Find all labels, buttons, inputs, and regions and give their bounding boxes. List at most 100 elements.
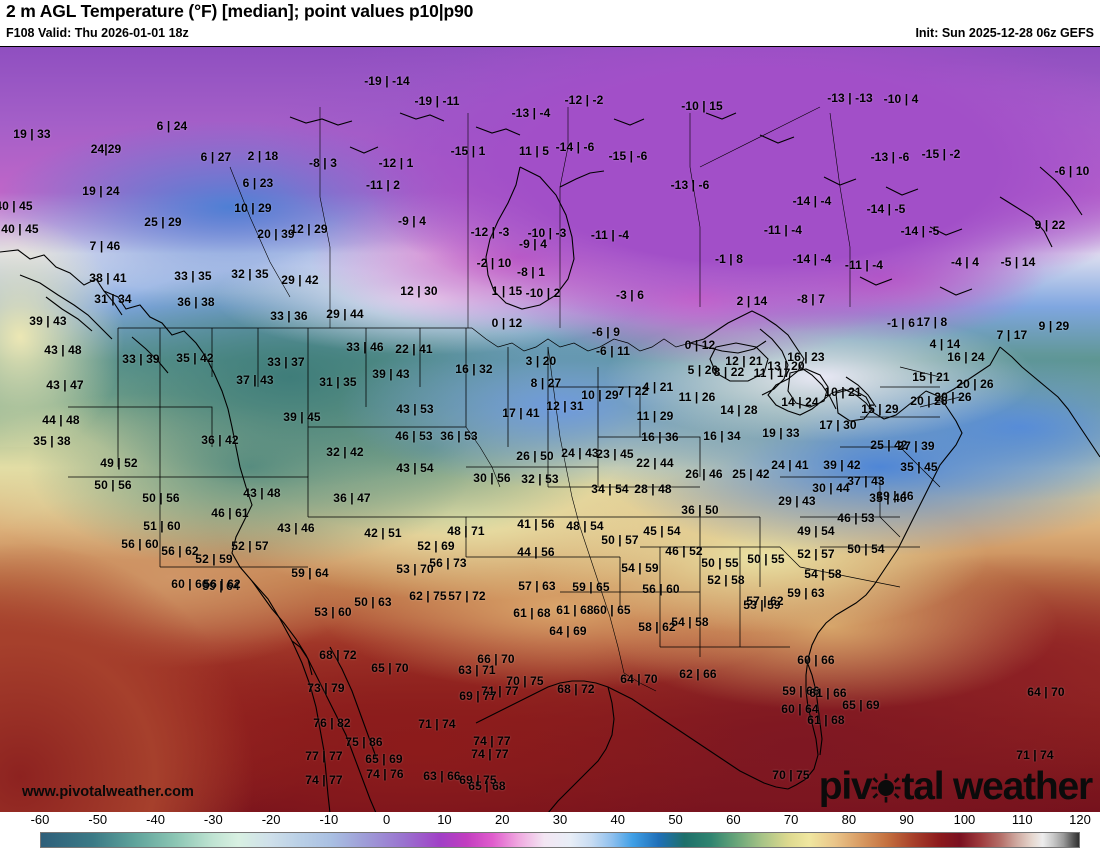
point-value: -1 | 8 — [715, 252, 743, 266]
point-value: 22 | 41 — [395, 342, 433, 356]
point-value: -8 | 3 — [309, 156, 337, 170]
point-value: 20 | 26 — [934, 390, 972, 404]
colorbar-tick: 0 — [383, 812, 391, 827]
point-value: 50 | 63 — [354, 595, 392, 609]
point-value: 59 | 66 — [782, 684, 820, 698]
point-value: -19 | -11 — [414, 94, 460, 108]
point-value: 4 | 21 — [642, 380, 674, 394]
point-value: 14 | 24 — [781, 395, 819, 409]
point-value: -15 | -2 — [921, 147, 961, 161]
point-value: -6 | 9 — [592, 325, 620, 339]
point-value: 39 | 45 — [283, 410, 321, 424]
point-value: 15 | 29 — [861, 402, 899, 416]
point-value: 6 | 27 — [200, 150, 232, 164]
point-value: 74 | 76 — [366, 767, 404, 781]
point-value: -11 | -4 — [844, 258, 884, 272]
point-value: 16 | 23 — [787, 350, 825, 364]
point-value: 62 | 66 — [679, 667, 717, 681]
point-value: 54 | 59 — [621, 561, 659, 575]
point-value: 50 | 55 — [747, 552, 785, 566]
point-value: 26 | 46 — [685, 467, 723, 481]
point-value: 43 | 48 — [243, 486, 281, 500]
point-value: 50 | 56 — [94, 478, 132, 492]
colorbar-tick: -40 — [146, 812, 165, 827]
point-value: 50 | 55 — [701, 556, 739, 570]
point-value: 53 | 59 — [743, 598, 781, 612]
point-value: 35 | 42 — [176, 351, 214, 365]
point-value: 25 | 29 — [144, 215, 182, 229]
point-value: -9 | 4 — [519, 237, 547, 251]
point-value: 45 | 54 — [643, 524, 681, 538]
point-value: 52 | 57 — [231, 539, 269, 553]
point-value: 57 | 62 — [746, 594, 784, 608]
point-value: 61 | 68 — [807, 713, 845, 727]
point-value: 25 | 42 — [870, 438, 908, 452]
point-value: 69 | 77 — [459, 689, 497, 703]
colorbar-gradient[interactable] — [40, 832, 1080, 848]
point-value: 29 | 44 — [326, 307, 364, 321]
point-value: 11 | 29 — [636, 409, 674, 423]
point-value: 37 | 43 — [236, 373, 274, 387]
point-value: -13 | -13 — [827, 91, 873, 105]
point-value: 12 | 29 — [290, 222, 328, 236]
point-value: 50 | 56 — [142, 491, 180, 505]
point-value: 54 | 58 — [804, 567, 842, 581]
point-value: 25 | 42 — [732, 467, 770, 481]
point-value: 8 | 22 — [713, 365, 745, 379]
point-value: 24 | 41 — [771, 458, 809, 472]
point-value: 63 | 71 — [458, 663, 496, 677]
point-value: 56 | 60 — [642, 582, 680, 596]
point-value: 65 | 70 — [371, 661, 409, 675]
point-value: 0 | 12 — [684, 338, 716, 352]
point-value: 40 | 45 — [0, 199, 33, 213]
point-value: 44 | 56 — [517, 545, 555, 559]
point-value: 16 | 32 — [455, 362, 493, 376]
point-value: 14 | 28 — [720, 403, 758, 417]
point-value: -1 | 6 — [887, 316, 915, 330]
point-value: 63 | 66 — [423, 769, 461, 783]
point-value: 59 | 65 — [572, 580, 610, 594]
point-value: -12 | -2 — [564, 93, 604, 107]
colorbar-tick-labels: -60 -50 -40 -30 -20 -10 0 10 20 30 40 50 60 70 80 90 100… — [0, 812, 1100, 830]
point-value: 65 | 69 — [842, 698, 880, 712]
point-value: 46 | 61 — [211, 506, 249, 520]
point-value: 3 | 20 — [525, 354, 557, 368]
point-value: -13 | -6 — [670, 178, 710, 192]
point-value: 60 | 64 — [781, 702, 819, 716]
header-bar: 2 m AGL Temperature (°F) [median]; point… — [0, 0, 1100, 46]
point-value: 13 | 20 — [767, 359, 805, 373]
point-value: 17 | 41 — [502, 406, 540, 420]
point-value: 32 | 35 — [231, 267, 269, 281]
point-value: 2 | 18 — [247, 149, 279, 163]
point-value: 49 | 54 — [797, 524, 835, 538]
colorbar-tick: 110 — [1011, 812, 1033, 827]
point-value: 29 | 43 — [778, 494, 816, 508]
website-url: www.pivotalweather.com — [22, 784, 194, 800]
point-value: 31 | 35 — [319, 375, 357, 389]
point-value: 30 | 44 — [812, 481, 850, 495]
point-value: -11 | 2 — [365, 178, 401, 192]
point-value: 65 | 69 — [365, 752, 403, 766]
point-value: 20 | 26 — [956, 377, 994, 391]
point-value: 15 | 21 — [912, 370, 950, 384]
point-value: 70 | 75 — [772, 768, 810, 782]
point-value: 16 | 34 — [703, 429, 741, 443]
point-value: -14 | -4 — [792, 252, 832, 266]
point-value: 52 | 69 — [417, 539, 455, 553]
colorbar-tick: -60 — [30, 812, 50, 827]
colorbar-tick: 40 — [610, 812, 625, 827]
point-value: 41 | 56 — [517, 517, 555, 531]
colorbar-tick: 120 — [1069, 812, 1091, 827]
point-value: 75 | 86 — [345, 735, 383, 749]
colorbar-tick: 60 — [726, 812, 741, 827]
point-value: 74 | 77 — [473, 734, 511, 748]
point-value: 20 | 39 — [257, 227, 295, 241]
point-value: 5 | 20 — [687, 363, 719, 377]
point-value: -8 | 7 — [797, 292, 825, 306]
point-value: 46 | 53 — [395, 429, 433, 443]
point-value: -12 | -3 — [470, 225, 510, 239]
temperature-map[interactable]: 19 | 33 24|29 6 | 24 6 | 27 2 | 18 -8 | 3 6 | … — [0, 46, 1100, 812]
point-value: 6 | 24 — [156, 119, 188, 133]
point-value: 60 | 66 — [171, 577, 209, 591]
point-value: 24|29 — [90, 142, 122, 156]
